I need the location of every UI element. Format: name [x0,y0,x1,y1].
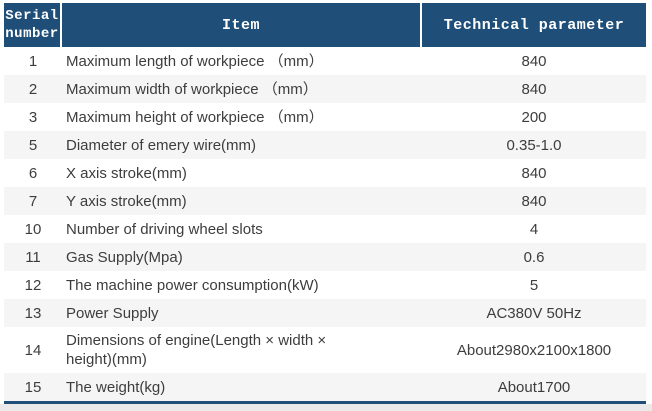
table-row: 14 Dimensions of engine(Length × width ×… [4,327,646,373]
item-cell: The machine power consumption(kW) [66,276,319,294]
serial-cell: 2 [28,80,38,98]
value-cell: 840 [521,164,547,182]
serial-cell: 15 [24,378,42,396]
value-cell: 840 [521,52,547,70]
header-cell-serial: Serial number [4,3,62,47]
table-row: 12 The machine power consumption(kW) 5 [4,271,646,299]
spec-table: Serial number Item Technical parameter 1… [4,3,646,406]
table-row: 7 Y axis stroke(mm) 840 [4,187,646,215]
serial-cell: 5 [28,136,38,154]
header-cell-parameter: Technical parameter [443,16,625,34]
item-cell: Maximum height of workpiece （mm） [66,108,324,126]
header-cell-item: Item [62,3,422,47]
table-body: 1 Maximum length of workpiece （mm） 840 2… [4,47,646,401]
value-cell: About2980x2100x1800 [456,341,612,359]
value-cell: 4 [529,220,539,238]
value-cell: 5 [529,276,539,294]
serial-cell: 10 [24,220,42,238]
table-row: 3 Maximum height of workpiece （mm） 200 [4,103,646,131]
table-row: 1 Maximum length of workpiece （mm） 840 [4,47,646,75]
value-cell: 840 [521,192,547,210]
serial-cell: 11 [25,248,41,266]
value-cell: AC380V 50Hz [486,304,582,322]
item-cell: Number of driving wheel slots [66,220,263,238]
serial-cell: 12 [24,276,42,294]
item-cell: Diameter of emery wire(mm) [66,136,257,154]
serial-cell: 7 [28,192,38,210]
table-bottom-bar [4,401,646,406]
value-cell: 0.35-1.0 [506,136,562,154]
page-bottom-strip [0,404,652,411]
table-row: 10 Number of driving wheel slots 4 [4,215,646,243]
serial-cell: 1 [28,52,38,70]
table-header: Serial number Item Technical parameter [4,3,646,47]
serial-cell: 3 [28,108,38,126]
table-row: 11 Gas Supply(Mpa) 0.6 [4,243,646,271]
value-cell: 840 [521,80,547,98]
item-cell: Gas Supply(Mpa) [66,248,183,266]
item-cell: The weight(kg) [66,378,166,396]
serial-cell: 13 [24,304,42,322]
table-row: 6 X axis stroke(mm) 840 [4,159,646,187]
item-cell: Maximum length of workpiece （mm） [66,52,324,70]
item-cell: Power Supply [66,304,159,322]
value-cell: 200 [521,108,547,126]
item-cell: Maximum width of workpiece （mm） [66,80,318,98]
table-row: 13 Power Supply AC380V 50Hz [4,299,646,327]
value-cell: About1700 [497,378,571,396]
table-row: 15 The weight(kg) About1700 [4,373,646,401]
value-cell: 0.6 [523,248,545,266]
table-row: 5 Diameter of emery wire(mm) 0.35-1.0 [4,131,646,159]
serial-cell: 14 [24,341,42,359]
item-cell: X axis stroke(mm) [66,164,187,182]
item-cell: Y axis stroke(mm) [66,192,187,210]
item-cell: Dimensions of engine(Length × width × he… [66,332,327,368]
serial-cell: 6 [28,164,38,182]
table-row: 2 Maximum width of workpiece （mm） 840 [4,75,646,103]
